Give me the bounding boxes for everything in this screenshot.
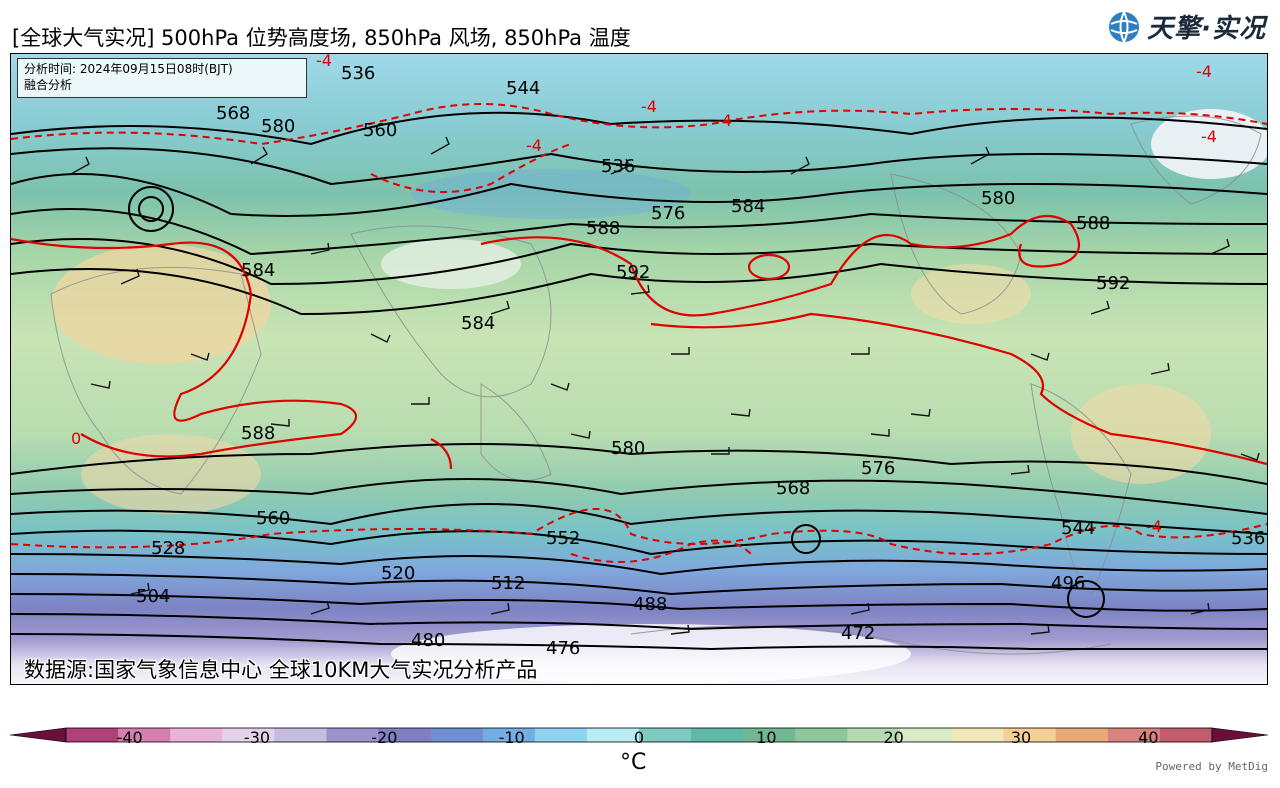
globe-icon [1109,11,1140,42]
map-title: [全球大气实况] 500hPa 位势高度场, 850hPa 风场, 850hPa… [12,26,631,50]
temperature-contours [11,214,1267,470]
colorbar-tick-label: 20 [883,728,904,747]
contour-label: 536 [1231,528,1265,549]
contour-label: 512 [491,573,525,594]
contour-label: 528 [151,538,185,559]
contour-label: 488 [633,594,667,615]
contour-label: 580 [981,188,1015,209]
contour-label: 520 [381,563,415,584]
colorbar-segment [847,728,900,742]
colorbar-frame [65,727,1213,743]
contour-label: 536 [601,156,635,177]
contour-label: 472 [841,623,875,644]
coastlines [50,115,1262,655]
colorbar-segment [534,728,588,742]
temperature-labels: -4 -4 -4 -4 -4 -4 -4 0 [71,54,1217,536]
colorbar-segment [222,728,275,742]
colorbar-segment [639,728,692,742]
weather-map[interactable]: 536 544 568 580 560 536 576 584 588 592 … [10,53,1268,685]
colorbar-tick-label: 0 [633,728,645,747]
contour-label: 584 [731,196,765,217]
contour-label: 592 [616,262,650,283]
colorbar-segment [743,728,796,742]
temp-label: -4 [1146,517,1162,536]
contour-label: 480 [411,630,445,651]
contour-label: 584 [461,313,495,334]
map-canvas: 536 544 568 580 560 536 576 584 588 592 … [11,54,1267,684]
contour-label: 496 [1051,573,1085,594]
height-contours [11,111,1267,651]
contour-label: 568 [216,103,250,124]
temperature-colorbar [10,727,1268,743]
colorbar-tick-label: 30 [1010,728,1032,747]
contour-label: 588 [1076,213,1110,234]
contour-label: 588 [586,218,620,239]
colorbar-segment [326,728,380,742]
colorbar-segment [378,728,432,742]
colorbar-segment [1107,728,1161,742]
contour-label: 580 [261,116,295,137]
contour-label: 560 [256,508,290,529]
data-source-note: 数据源:国家气象信息中心 全球10KM大气实况分析产品 [24,658,538,682]
height-labels: 536 544 568 580 560 536 576 584 588 592 … [136,63,1265,659]
colorbar-unit: °C [620,750,647,775]
colorbar-max-extend [1211,727,1268,743]
contour-label: 560 [363,120,397,141]
analysis-time: 分析时间: 2024年09月15日08时(BJT) [24,62,233,76]
contour-label: 544 [1061,518,1095,539]
contour-label: 588 [241,423,275,444]
colorbar-tick-label: -10 [498,728,525,747]
contour-label: 568 [776,478,810,499]
colorbar-segment [1159,728,1213,742]
temperature-zero-lines [11,103,1267,563]
colorbar-segment [274,728,327,742]
colorbar-segment [586,728,640,742]
colorbar-segment [951,728,1005,742]
temp-label: -4 [316,54,332,70]
contour-label: 592 [1096,273,1130,294]
contour-label: 584 [241,260,275,281]
wind-barbs [70,136,1260,635]
colorbar-segment [1003,728,1057,742]
analysis-info-box: 分析时间: 2024年09月15日08时(BJT) 融合分析 [17,58,307,98]
temp-label: -4 [641,97,657,116]
colorbar-min-extend [10,727,67,743]
temp-label: -4 [1201,127,1217,146]
contour-label: 552 [546,528,580,549]
colorbar-tick-label: -20 [371,728,398,747]
colorbar-segment [691,728,744,742]
colorbar-tick-label: 40 [1138,728,1159,747]
colorbar-tick-label: -30 [243,728,271,747]
colorbar-segment [1055,728,1109,742]
contour-label: 476 [546,638,580,659]
colorbar-segment [482,728,536,742]
colorbar-segment [795,728,848,742]
contour-label: 576 [861,458,895,479]
colorbar-segment [899,728,953,742]
colorbar-tick-label: 10 [756,728,777,747]
colorbar-segment [430,728,484,742]
contour-label: 580 [611,438,645,459]
contour-label: 576 [651,203,685,224]
temp-label: -4 [526,136,542,155]
temp-label: -4 [1196,62,1212,81]
logo-text: 天擎·实况 [1147,14,1266,44]
analysis-type: 融合分析 [24,78,73,92]
temp-label: 0 [71,429,81,448]
powered-by: Powered by MetDig [1155,760,1268,773]
contour-label: 544 [506,78,540,99]
colorbar-segment [170,728,223,742]
contour-label: 504 [136,586,170,607]
brand-logo: 天擎·实况 [1107,8,1266,45]
colorbar-tick-label: -40 [116,728,143,747]
temp-label: -4 [716,111,732,130]
colorbar-segment [66,728,119,742]
contour-label: 536 [341,63,375,84]
colorbar-segment [118,728,171,742]
